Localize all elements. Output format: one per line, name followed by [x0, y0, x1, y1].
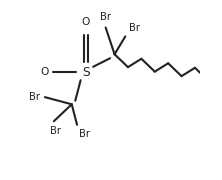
Text: Br: Br	[100, 12, 111, 22]
Text: Br: Br	[50, 126, 61, 136]
Text: Br: Br	[79, 129, 90, 139]
Text: Br: Br	[129, 23, 140, 33]
Text: Br: Br	[29, 92, 40, 102]
Text: O: O	[40, 67, 48, 77]
Text: S: S	[82, 66, 90, 79]
Text: O: O	[82, 17, 90, 28]
